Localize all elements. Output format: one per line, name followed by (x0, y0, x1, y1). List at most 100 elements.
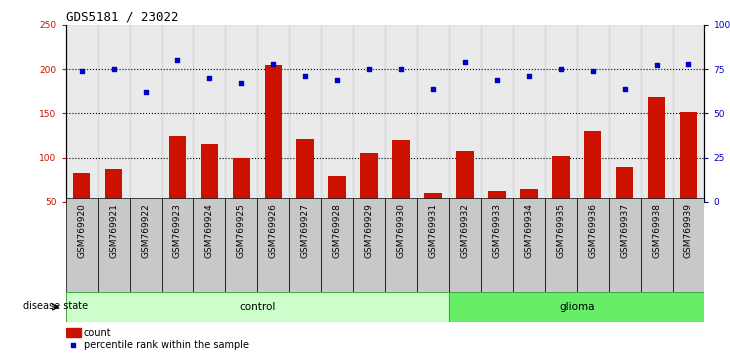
Point (459, 59, 471, 65)
Bar (520, 188, 537, 246)
Text: disease state: disease state (23, 301, 88, 310)
Bar (66, 198, 98, 294)
Bar (552, 156, 569, 246)
Bar (289, 25, 321, 202)
Bar (137, 199, 154, 246)
Text: count: count (84, 327, 111, 338)
Text: glioma: glioma (559, 302, 594, 312)
Point (364, 66, 375, 72)
Bar (449, 198, 481, 294)
Point (204, 75, 215, 81)
Bar (98, 25, 130, 202)
Bar (161, 198, 193, 294)
Bar (545, 25, 577, 202)
Bar (296, 139, 314, 246)
Text: GSM769930: GSM769930 (396, 203, 406, 258)
Bar (201, 144, 218, 246)
Bar (264, 65, 282, 246)
Point (299, 73, 311, 79)
Bar (105, 169, 123, 246)
Point (587, 68, 599, 74)
Bar (193, 198, 226, 294)
Bar (512, 198, 545, 294)
Point (555, 66, 566, 72)
Bar (130, 198, 161, 294)
Bar (577, 198, 609, 294)
Point (68, 342, 80, 348)
Bar (648, 97, 665, 246)
Point (619, 86, 631, 91)
Bar (130, 25, 161, 202)
Bar (545, 198, 577, 294)
Point (172, 57, 183, 63)
Bar (672, 198, 704, 294)
Point (236, 80, 247, 86)
Point (523, 73, 534, 79)
Bar (449, 292, 704, 322)
Text: GSM769935: GSM769935 (556, 203, 565, 258)
Bar (609, 198, 641, 294)
Bar (353, 198, 385, 294)
Text: GSM769936: GSM769936 (588, 203, 597, 258)
Point (267, 61, 279, 67)
Text: GSM769924: GSM769924 (205, 203, 214, 258)
Bar (289, 198, 321, 294)
Bar (481, 25, 512, 202)
Bar (680, 112, 697, 246)
Text: GSM769927: GSM769927 (301, 203, 310, 258)
Text: GSM769937: GSM769937 (620, 203, 629, 258)
Point (683, 61, 694, 67)
Bar (641, 198, 672, 294)
Bar (226, 25, 257, 202)
Text: GSM769933: GSM769933 (492, 203, 502, 258)
Bar (321, 198, 353, 294)
Bar (233, 158, 250, 246)
Point (427, 86, 439, 91)
Bar (161, 25, 193, 202)
Bar (385, 198, 417, 294)
Bar (169, 136, 186, 246)
Bar (73, 173, 91, 246)
Text: GSM769926: GSM769926 (269, 203, 278, 258)
Bar (616, 167, 634, 246)
Bar (257, 198, 289, 294)
Text: GSM769932: GSM769932 (461, 203, 469, 258)
Point (491, 77, 503, 82)
Bar (66, 25, 98, 202)
Point (395, 66, 407, 72)
Bar (577, 25, 609, 202)
Bar (226, 198, 257, 294)
Text: GSM769938: GSM769938 (652, 203, 661, 258)
Text: GSM769923: GSM769923 (173, 203, 182, 258)
Bar (488, 191, 506, 246)
Bar (641, 25, 672, 202)
Text: GSM769922: GSM769922 (141, 203, 150, 258)
Bar (321, 25, 353, 202)
Bar (512, 25, 545, 202)
Bar (449, 25, 481, 202)
Point (108, 66, 120, 72)
Text: GSM769928: GSM769928 (333, 203, 342, 258)
Point (76, 68, 88, 74)
Bar (481, 198, 512, 294)
Bar (98, 198, 130, 294)
Text: GSM769939: GSM769939 (684, 203, 693, 258)
Bar (392, 140, 410, 246)
Text: percentile rank within the sample: percentile rank within the sample (84, 340, 249, 350)
Bar (456, 152, 474, 246)
Bar (385, 25, 417, 202)
Bar (353, 25, 385, 202)
Bar (672, 25, 704, 202)
Text: GSM769929: GSM769929 (364, 203, 374, 258)
Bar (257, 25, 289, 202)
Bar (361, 153, 378, 246)
Bar (417, 198, 449, 294)
Bar (193, 25, 226, 202)
Point (139, 89, 151, 95)
Bar (584, 131, 602, 246)
Point (331, 77, 343, 82)
Text: GSM769920: GSM769920 (77, 203, 86, 258)
Bar (66, 328, 81, 337)
Bar (609, 25, 641, 202)
Text: GSM769925: GSM769925 (237, 203, 246, 258)
